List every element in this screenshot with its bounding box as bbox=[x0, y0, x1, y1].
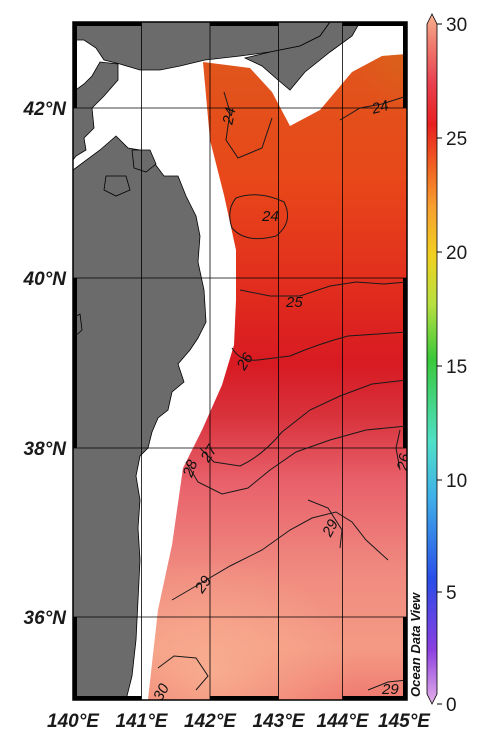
contour-label-26-edge: 26 bbox=[394, 452, 414, 473]
land-hokkaido-east bbox=[243, 22, 361, 91]
lon-label-140e: 140°E bbox=[47, 711, 100, 732]
colorbar: 30 25 20 15 10 5 0 bbox=[426, 13, 467, 716]
isotherm-29-southeast bbox=[367, 679, 407, 691]
lat-label-36n: 36°N bbox=[24, 608, 68, 629]
lon-label-141e: 141°E bbox=[116, 711, 169, 732]
isotherm-29-east bbox=[307, 499, 343, 549]
lat-label-42n: 42°N bbox=[23, 99, 68, 120]
isotherm-30 bbox=[157, 655, 209, 691]
contour-label-29-a: 29 bbox=[319, 516, 343, 540]
isotherm-29-west bbox=[171, 511, 389, 601]
isotherms bbox=[157, 91, 407, 691]
isotherm-26-edge bbox=[395, 429, 401, 471]
cool-corner bbox=[320, 54, 407, 150]
contour-label-24-b: 24 bbox=[261, 208, 279, 225]
contour-label-29-c: 29 bbox=[381, 681, 399, 698]
isotherm-25 bbox=[239, 281, 407, 297]
colorbar-label-15: 15 bbox=[446, 357, 467, 378]
colorbar-label-25: 25 bbox=[446, 129, 467, 150]
isotherm-24-east bbox=[339, 95, 407, 121]
isotherm-24-ring bbox=[229, 194, 289, 240]
lon-label-142e: 142°E bbox=[184, 711, 237, 732]
frame-ticks bbox=[73, 22, 407, 700]
colorbar-label-30: 30 bbox=[446, 15, 467, 36]
contour-label-24-c: 24 bbox=[369, 97, 390, 118]
contour-label-28: 28 bbox=[179, 457, 201, 480]
land-honshu bbox=[73, 135, 207, 700]
colorbar-label-0: 0 bbox=[446, 695, 457, 716]
ocean-data-view-watermark: Ocean Data View bbox=[408, 592, 423, 697]
lon-label-143e: 143°E bbox=[253, 711, 306, 732]
isotherm-26 bbox=[231, 331, 407, 361]
lon-label-144e: 144°E bbox=[317, 711, 370, 732]
isotherm-24-north bbox=[223, 91, 273, 159]
colorbar-label-10: 10 bbox=[446, 471, 467, 492]
lon-label-145e: 145°E bbox=[378, 711, 431, 732]
colorbar-label-20: 20 bbox=[446, 243, 467, 264]
colorbar-ramp bbox=[426, 13, 438, 705]
land-oshima-peninsula bbox=[73, 61, 119, 161]
map-panel: 24 24 24 25 26 27 28 29 29 29 30 29 26 bbox=[73, 22, 414, 700]
contour-label-24-a: 24 bbox=[219, 106, 239, 127]
colorbar-label-5: 5 bbox=[446, 583, 457, 604]
colorbar-ticks bbox=[437, 23, 442, 705]
lat-label-38n: 38°N bbox=[24, 439, 68, 460]
contour-label-25: 25 bbox=[285, 294, 303, 311]
land-shimokita bbox=[103, 175, 131, 197]
lat-label-40n: 40°N bbox=[23, 269, 68, 290]
latitude-labels: 42°N 40°N 38°N 36°N bbox=[23, 99, 68, 629]
graticule bbox=[73, 22, 407, 700]
longitude-labels: 140°E 141°E 142°E 143°E 144°E 145°E bbox=[47, 711, 431, 732]
land-tsugaru-tip bbox=[131, 149, 157, 173]
isotherm-27 bbox=[199, 379, 407, 467]
isotherm-28 bbox=[185, 425, 407, 495]
